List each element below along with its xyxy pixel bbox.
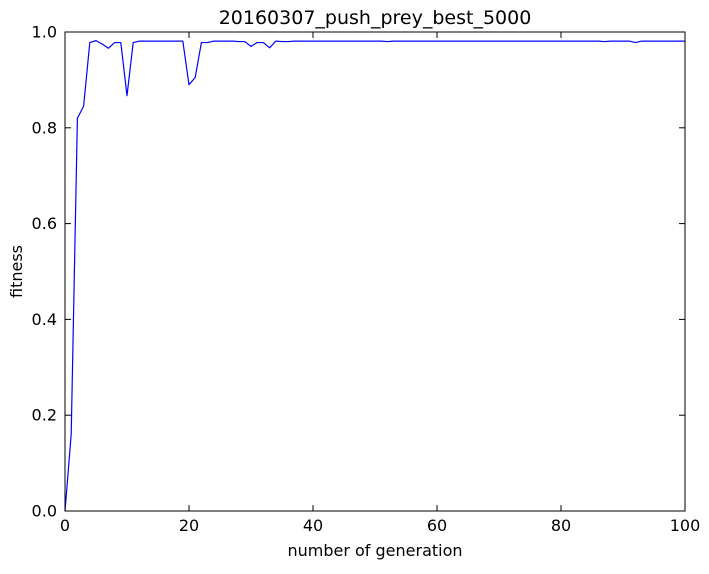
series-line-0 [64,40,685,512]
x-tick-label: 0 [60,516,70,535]
y-tick-label: 0.4 [32,310,57,329]
x-tick-label: 100 [670,516,701,535]
y-axis-title: fitness [7,245,26,298]
plot-frame [64,31,686,512]
x-tick-label: 80 [551,516,571,535]
y-tick-label: 1.0 [32,23,57,42]
y-tick-label: 0.8 [32,118,57,137]
x-axis-title: number of generation [287,541,462,560]
y-tick-label: 0.2 [32,406,57,425]
x-tick-label: 20 [179,516,199,535]
y-tick-label: 0.6 [32,214,57,233]
y-tick-label: 0.0 [32,502,57,521]
x-tick-label: 60 [427,516,447,535]
chart-title: 20160307_push_prey_best_5000 [219,7,532,29]
x-tick-label: 40 [303,516,323,535]
